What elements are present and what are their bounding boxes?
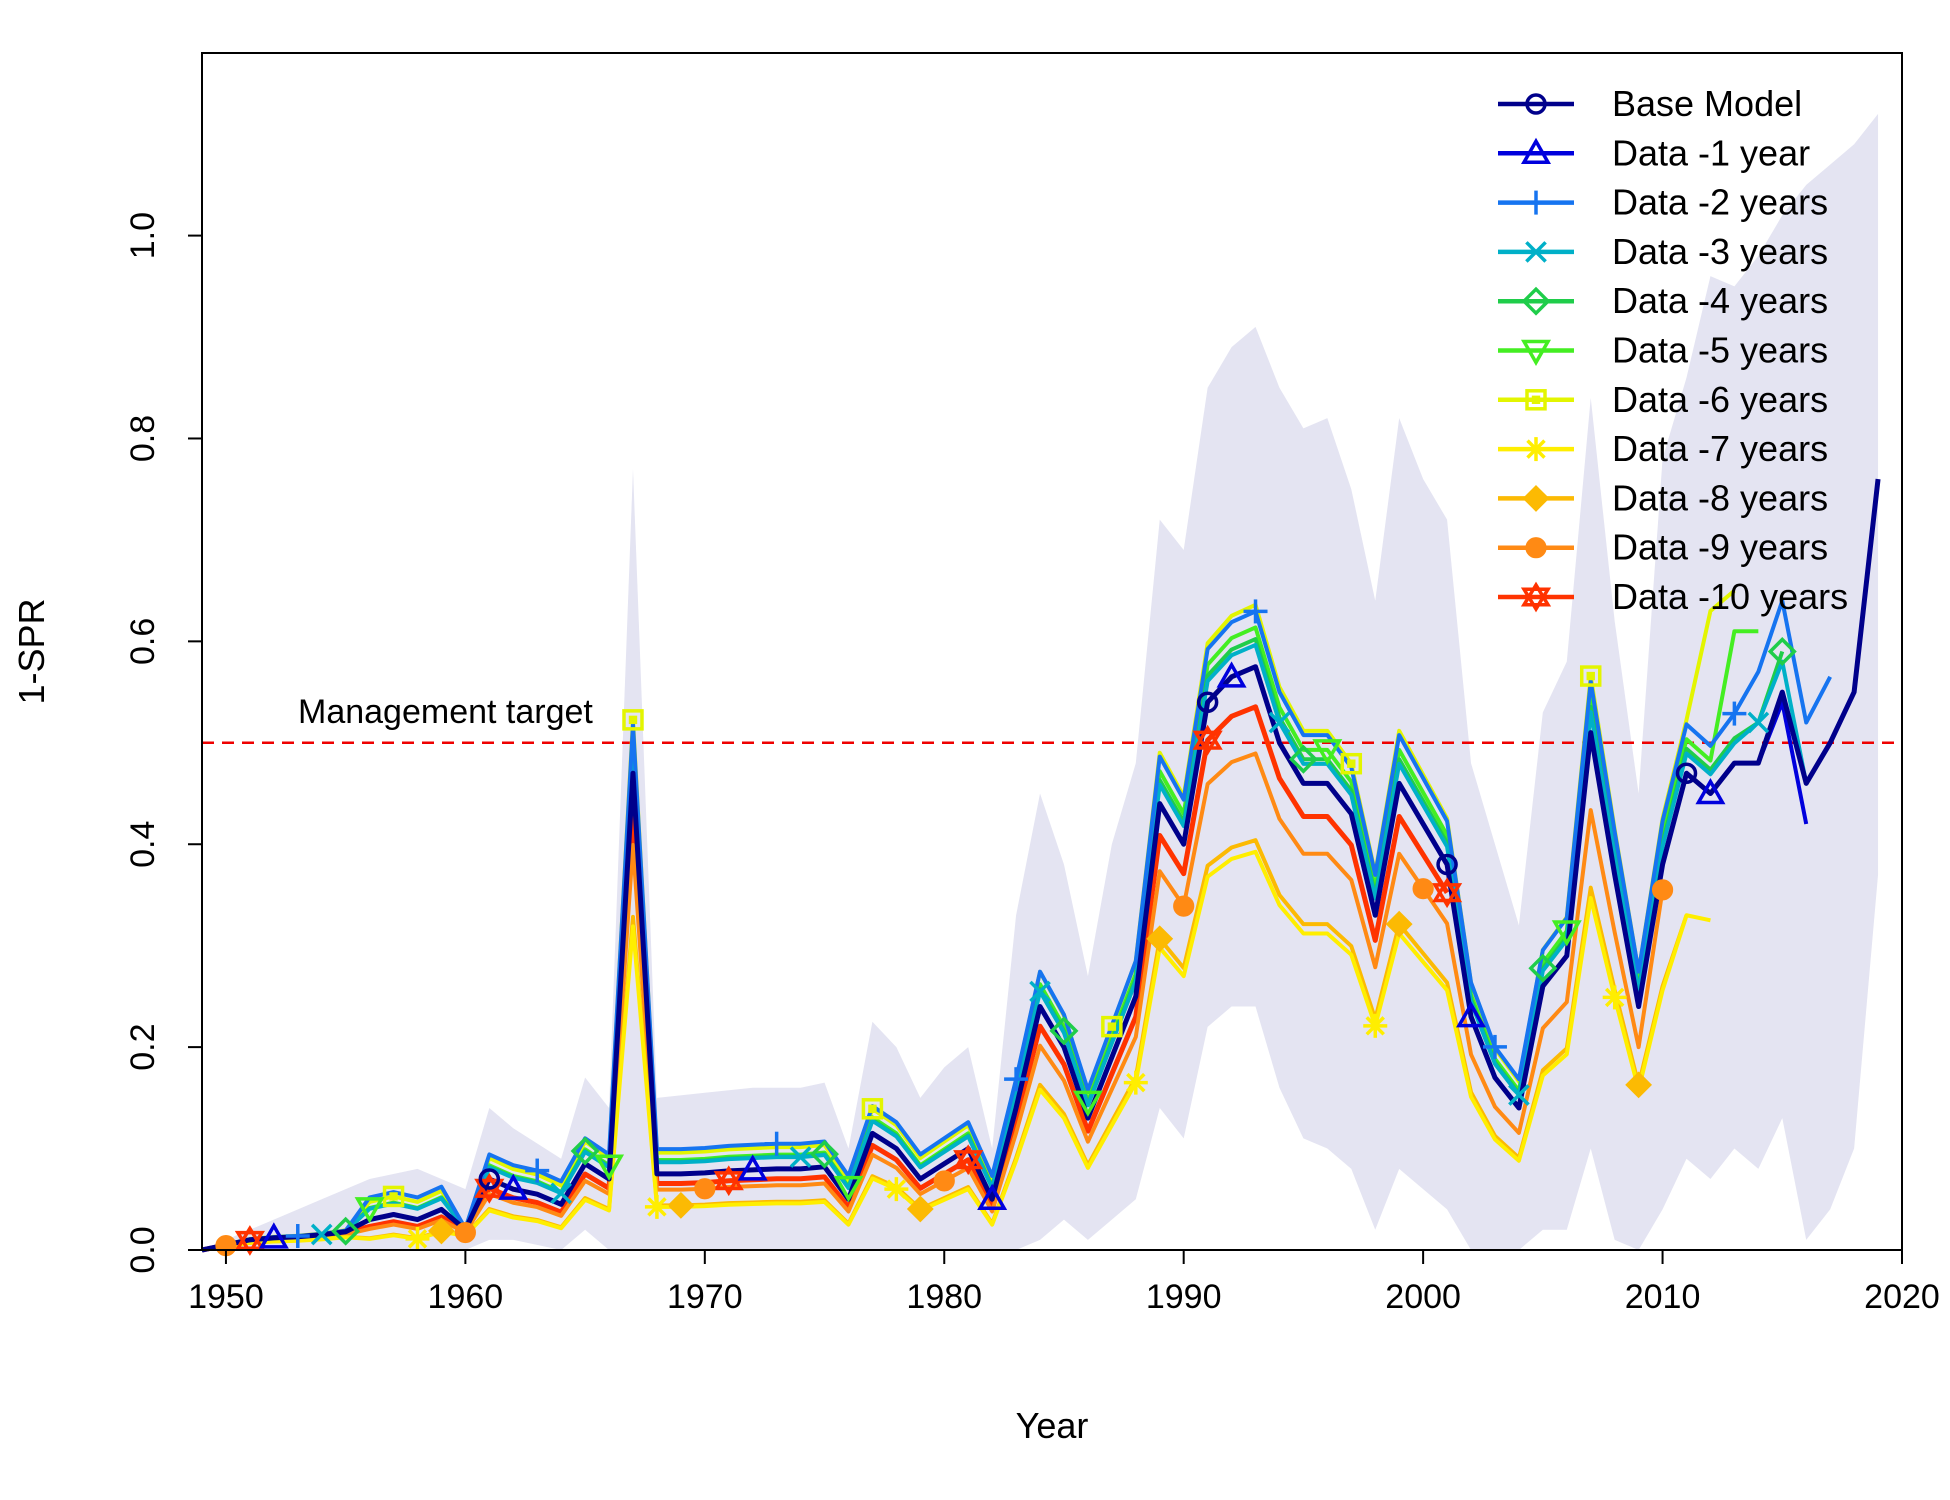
x-axis-label: Year — [1016, 1405, 1089, 1446]
legend-label: Data -10 years — [1612, 576, 1848, 617]
legend-label: Data -4 years — [1612, 280, 1828, 321]
series-marker — [389, 1192, 397, 1200]
series-marker — [629, 716, 637, 724]
legend-label: Data -1 year — [1612, 132, 1810, 173]
x-tick-label: 2010 — [1625, 1278, 1701, 1316]
y-tick-label: 0.2 — [124, 1023, 162, 1070]
x-tick-label: 2020 — [1864, 1278, 1940, 1316]
series-marker — [1532, 396, 1540, 404]
y-tick-label: 1.0 — [124, 212, 162, 259]
series-marker — [456, 1223, 475, 1242]
legend-label: Data -5 years — [1612, 330, 1828, 371]
series-marker — [1524, 486, 1548, 510]
x-tick-label: 1960 — [428, 1278, 504, 1316]
series-marker — [1526, 538, 1545, 557]
legend-label: Data -9 years — [1612, 527, 1828, 568]
legend-label: Data -8 years — [1612, 477, 1828, 518]
series-marker — [1174, 897, 1193, 916]
x-tick-label: 1970 — [667, 1278, 743, 1316]
y-axis: 0.0 0.2 0.4 0.6 0.8 1.0 — [124, 212, 202, 1274]
y-tick-label: 0.0 — [124, 1226, 162, 1273]
y-tick-label: 0.8 — [124, 415, 162, 462]
legend-label: Data -7 years — [1612, 428, 1828, 469]
legend-label: Base Model — [1612, 83, 1802, 124]
series-marker — [868, 1105, 876, 1113]
legend-label: Data -3 years — [1612, 231, 1828, 272]
y-tick-label: 0.4 — [124, 821, 162, 868]
series-marker — [1587, 672, 1595, 680]
legend-label: Data -2 years — [1612, 182, 1828, 223]
x-tick-label: 2000 — [1385, 1278, 1461, 1316]
series-marker — [695, 1179, 714, 1198]
x-tick-label: 1990 — [1146, 1278, 1222, 1316]
x-tick-label: 1950 — [188, 1278, 264, 1316]
x-tick-label: 1980 — [906, 1278, 982, 1316]
series-marker — [935, 1171, 954, 1190]
series-marker — [1347, 759, 1355, 767]
management-target-label: Management target — [298, 693, 593, 731]
y-axis-label: 1-SPR — [11, 598, 52, 704]
series-marker — [1653, 880, 1672, 899]
legend-label: Data -6 years — [1612, 379, 1828, 420]
y-tick-label: 0.6 — [124, 618, 162, 665]
series-marker — [1108, 1022, 1116, 1030]
x-axis: 1950 1960 1970 1980 1990 2000 2010 2020 — [188, 1250, 1940, 1316]
series-marker — [1414, 879, 1433, 898]
legend: Base Model Data -1 year Data -2 years Data … — [1498, 83, 1848, 617]
